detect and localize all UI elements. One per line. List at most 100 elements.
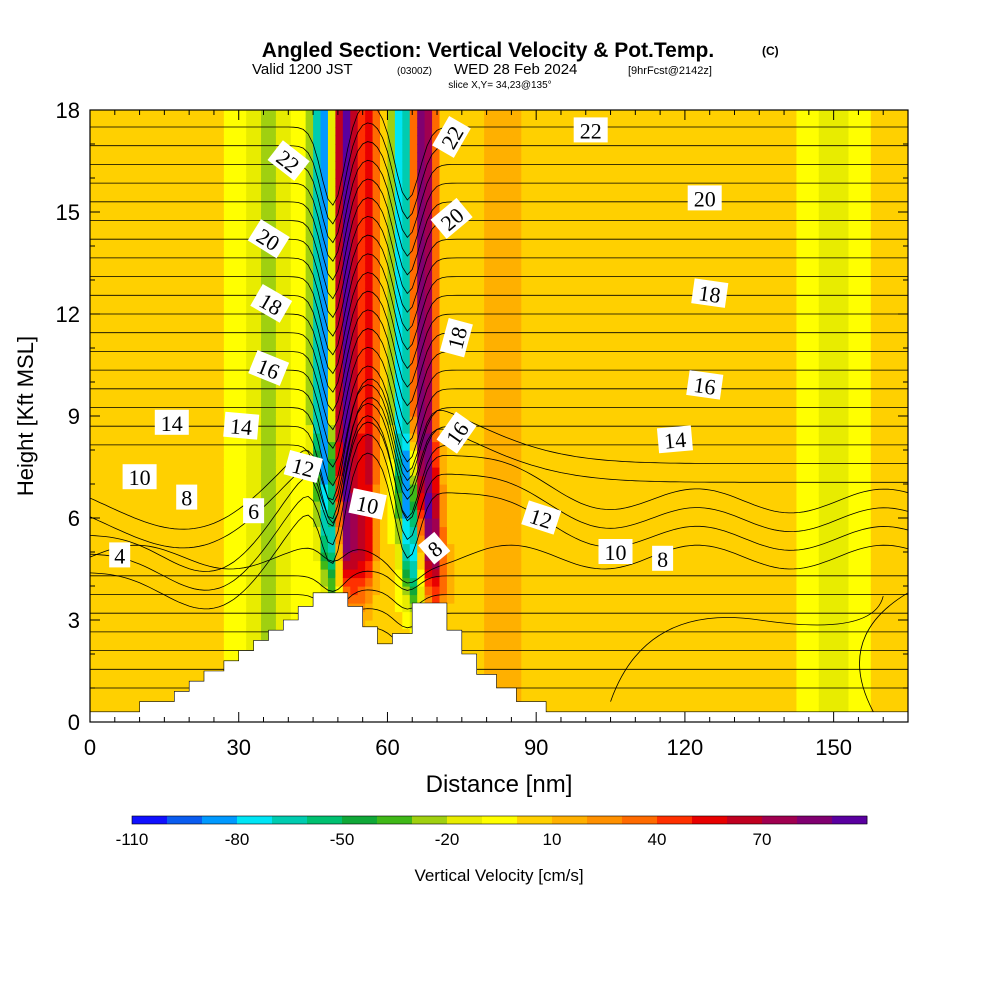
velocity-cell: [305, 161, 314, 171]
velocity-cell: [588, 628, 597, 638]
velocity-cell: [231, 356, 240, 366]
velocity-cell: [194, 110, 203, 120]
velocity-cell: [380, 110, 389, 120]
velocity-cell: [313, 331, 322, 341]
velocity-cell: [476, 662, 485, 672]
velocity-cell: [156, 484, 165, 494]
velocity-cell: [402, 390, 411, 400]
velocity-cell: [521, 246, 530, 256]
velocity-cell: [97, 441, 106, 451]
velocity-cell: [90, 195, 99, 205]
velocity-cell: [595, 671, 604, 681]
velocity-cell: [484, 382, 493, 392]
velocity-cell: [372, 416, 381, 426]
velocity-cell: [149, 433, 158, 443]
velocity-cell: [238, 127, 247, 137]
velocity-cell: [142, 152, 151, 162]
velocity-cell: [171, 628, 180, 638]
velocity-cell: [246, 594, 255, 604]
velocity-cell: [134, 220, 143, 230]
velocity-cell: [588, 237, 597, 247]
velocity-cell: [194, 611, 203, 621]
velocity-cell: [543, 169, 552, 179]
velocity-cell: [90, 492, 99, 502]
velocity-cell: [97, 654, 106, 664]
velocity-cell: [536, 348, 545, 358]
velocity-cell: [208, 441, 218, 451]
velocity-cell: [573, 271, 582, 281]
velocity-cell: [573, 254, 582, 264]
velocity-cell: [112, 535, 121, 545]
velocity-cell: [231, 297, 240, 307]
velocity-cell: [484, 637, 493, 647]
velocity-cell: [149, 586, 158, 596]
velocity-cell: [565, 509, 574, 519]
velocity-cell: [499, 186, 508, 196]
velocity-cell: [179, 458, 188, 468]
velocity-cell: [335, 450, 344, 460]
velocity-cell: [313, 450, 322, 460]
velocity-cell: [491, 535, 500, 545]
velocity-cell: [142, 603, 151, 613]
velocity-cell: [201, 161, 210, 171]
velocity-cell: [201, 424, 210, 434]
velocity-cell: [164, 492, 173, 502]
velocity-cell: [387, 135, 396, 145]
velocity-cell: [231, 475, 240, 485]
velocity-cell: [142, 110, 151, 120]
velocity-cell: [313, 484, 322, 494]
velocity-cell: [201, 441, 210, 451]
velocity-cell: [394, 586, 403, 596]
velocity-cell: [365, 441, 374, 451]
velocity-cell: [90, 152, 99, 162]
velocity-cell: [164, 152, 173, 162]
velocity-cell: [290, 407, 299, 417]
velocity-cell: [90, 220, 99, 230]
velocity-cell: [469, 628, 478, 638]
velocity-cell: [104, 220, 113, 230]
velocity-cell: [90, 305, 99, 315]
velocity-cell: [223, 441, 232, 451]
velocity-cell: [417, 492, 426, 502]
velocity-cell: [179, 662, 188, 672]
velocity-cell: [491, 467, 500, 477]
velocity-cell: [104, 203, 113, 213]
velocity-cell: [446, 594, 455, 604]
velocity-cell: [320, 212, 329, 222]
velocity-cell: [565, 110, 574, 120]
velocity-cell: [305, 424, 314, 434]
velocity-cell: [476, 212, 485, 222]
velocity-cell: [238, 356, 247, 366]
velocity-cell: [484, 195, 493, 205]
velocity-cell: [558, 331, 567, 341]
velocity-cell: [476, 458, 485, 468]
velocity-cell: [513, 492, 522, 502]
velocity-cell: [380, 195, 389, 205]
velocity-cell: [394, 560, 403, 570]
velocity-cell: [357, 237, 366, 247]
velocity-cell: [372, 288, 381, 298]
velocity-cell: [573, 679, 582, 689]
velocity-cell: [536, 135, 545, 145]
velocity-cell: [268, 220, 277, 230]
velocity-cell: [223, 526, 232, 536]
velocity-cell: [149, 662, 158, 672]
velocity-cell: [194, 484, 203, 494]
velocity-cell: [417, 467, 426, 477]
velocity-cell: [595, 526, 604, 536]
velocity-cell: [164, 110, 173, 120]
velocity-cell: [499, 118, 508, 128]
velocity-cell: [186, 322, 195, 332]
velocity-cell: [134, 382, 143, 392]
velocity-cell: [394, 373, 403, 383]
velocity-cell: [119, 365, 128, 375]
velocity-cell: [171, 229, 180, 239]
velocity-cell: [595, 458, 604, 468]
velocity-cell: [142, 382, 151, 392]
velocity-cell: [342, 127, 351, 137]
velocity-cell: [112, 118, 121, 128]
velocity-cell: [327, 305, 336, 315]
velocity-cell: [454, 373, 463, 383]
velocity-cell: [521, 348, 530, 358]
velocity-cell: [461, 569, 470, 579]
